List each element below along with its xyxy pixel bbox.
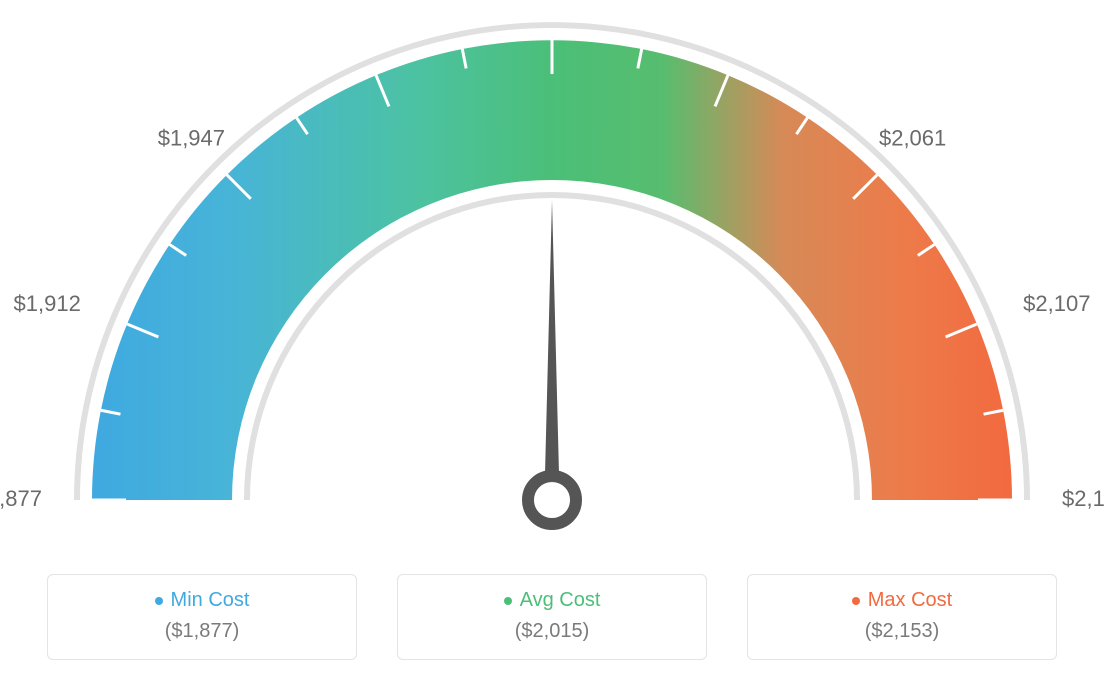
legend-title-text: Avg Cost: [520, 589, 601, 612]
gauge-needle: [545, 200, 559, 474]
gauge-chart: $1,877$1,912$1,947$2,015$2,061$2,107$2,1…: [0, 0, 1104, 560]
legend-title: Max Cost: [852, 589, 952, 612]
legend-title-text: Max Cost: [868, 589, 952, 612]
legend-dot-icon: [852, 597, 860, 605]
legend-card: Max Cost ($2,153): [747, 574, 1057, 660]
gauge-tick-label: $2,153: [1062, 486, 1104, 511]
gauge-tick-label: $2,061: [879, 125, 946, 150]
legend-card: Min Cost ($1,877): [47, 574, 357, 660]
gauge-tick-label: $1,947: [158, 125, 225, 150]
gauge-tick-label: $1,877: [0, 486, 42, 511]
gauge-tick-label: $2,107: [1023, 291, 1090, 316]
legend-dot-icon: [504, 597, 512, 605]
gauge-tick-label: $1,912: [14, 291, 81, 316]
legend-card: Avg Cost ($2,015): [397, 574, 707, 660]
legend-title-text: Min Cost: [171, 589, 250, 612]
legend-value: ($1,877): [66, 620, 338, 643]
legend-value: ($2,153): [766, 620, 1038, 643]
gauge-hub: [528, 476, 576, 524]
legend-title: Avg Cost: [504, 589, 601, 612]
legend-row: Min Cost ($1,877) Avg Cost ($2,015) Max Cost…: [0, 574, 1104, 660]
cost-gauge-widget: $1,877$1,912$1,947$2,015$2,061$2,107$2,1…: [0, 0, 1104, 690]
legend-dot-icon: [155, 597, 163, 605]
legend-title: Min Cost: [155, 589, 250, 612]
legend-value: ($2,015): [416, 620, 688, 643]
